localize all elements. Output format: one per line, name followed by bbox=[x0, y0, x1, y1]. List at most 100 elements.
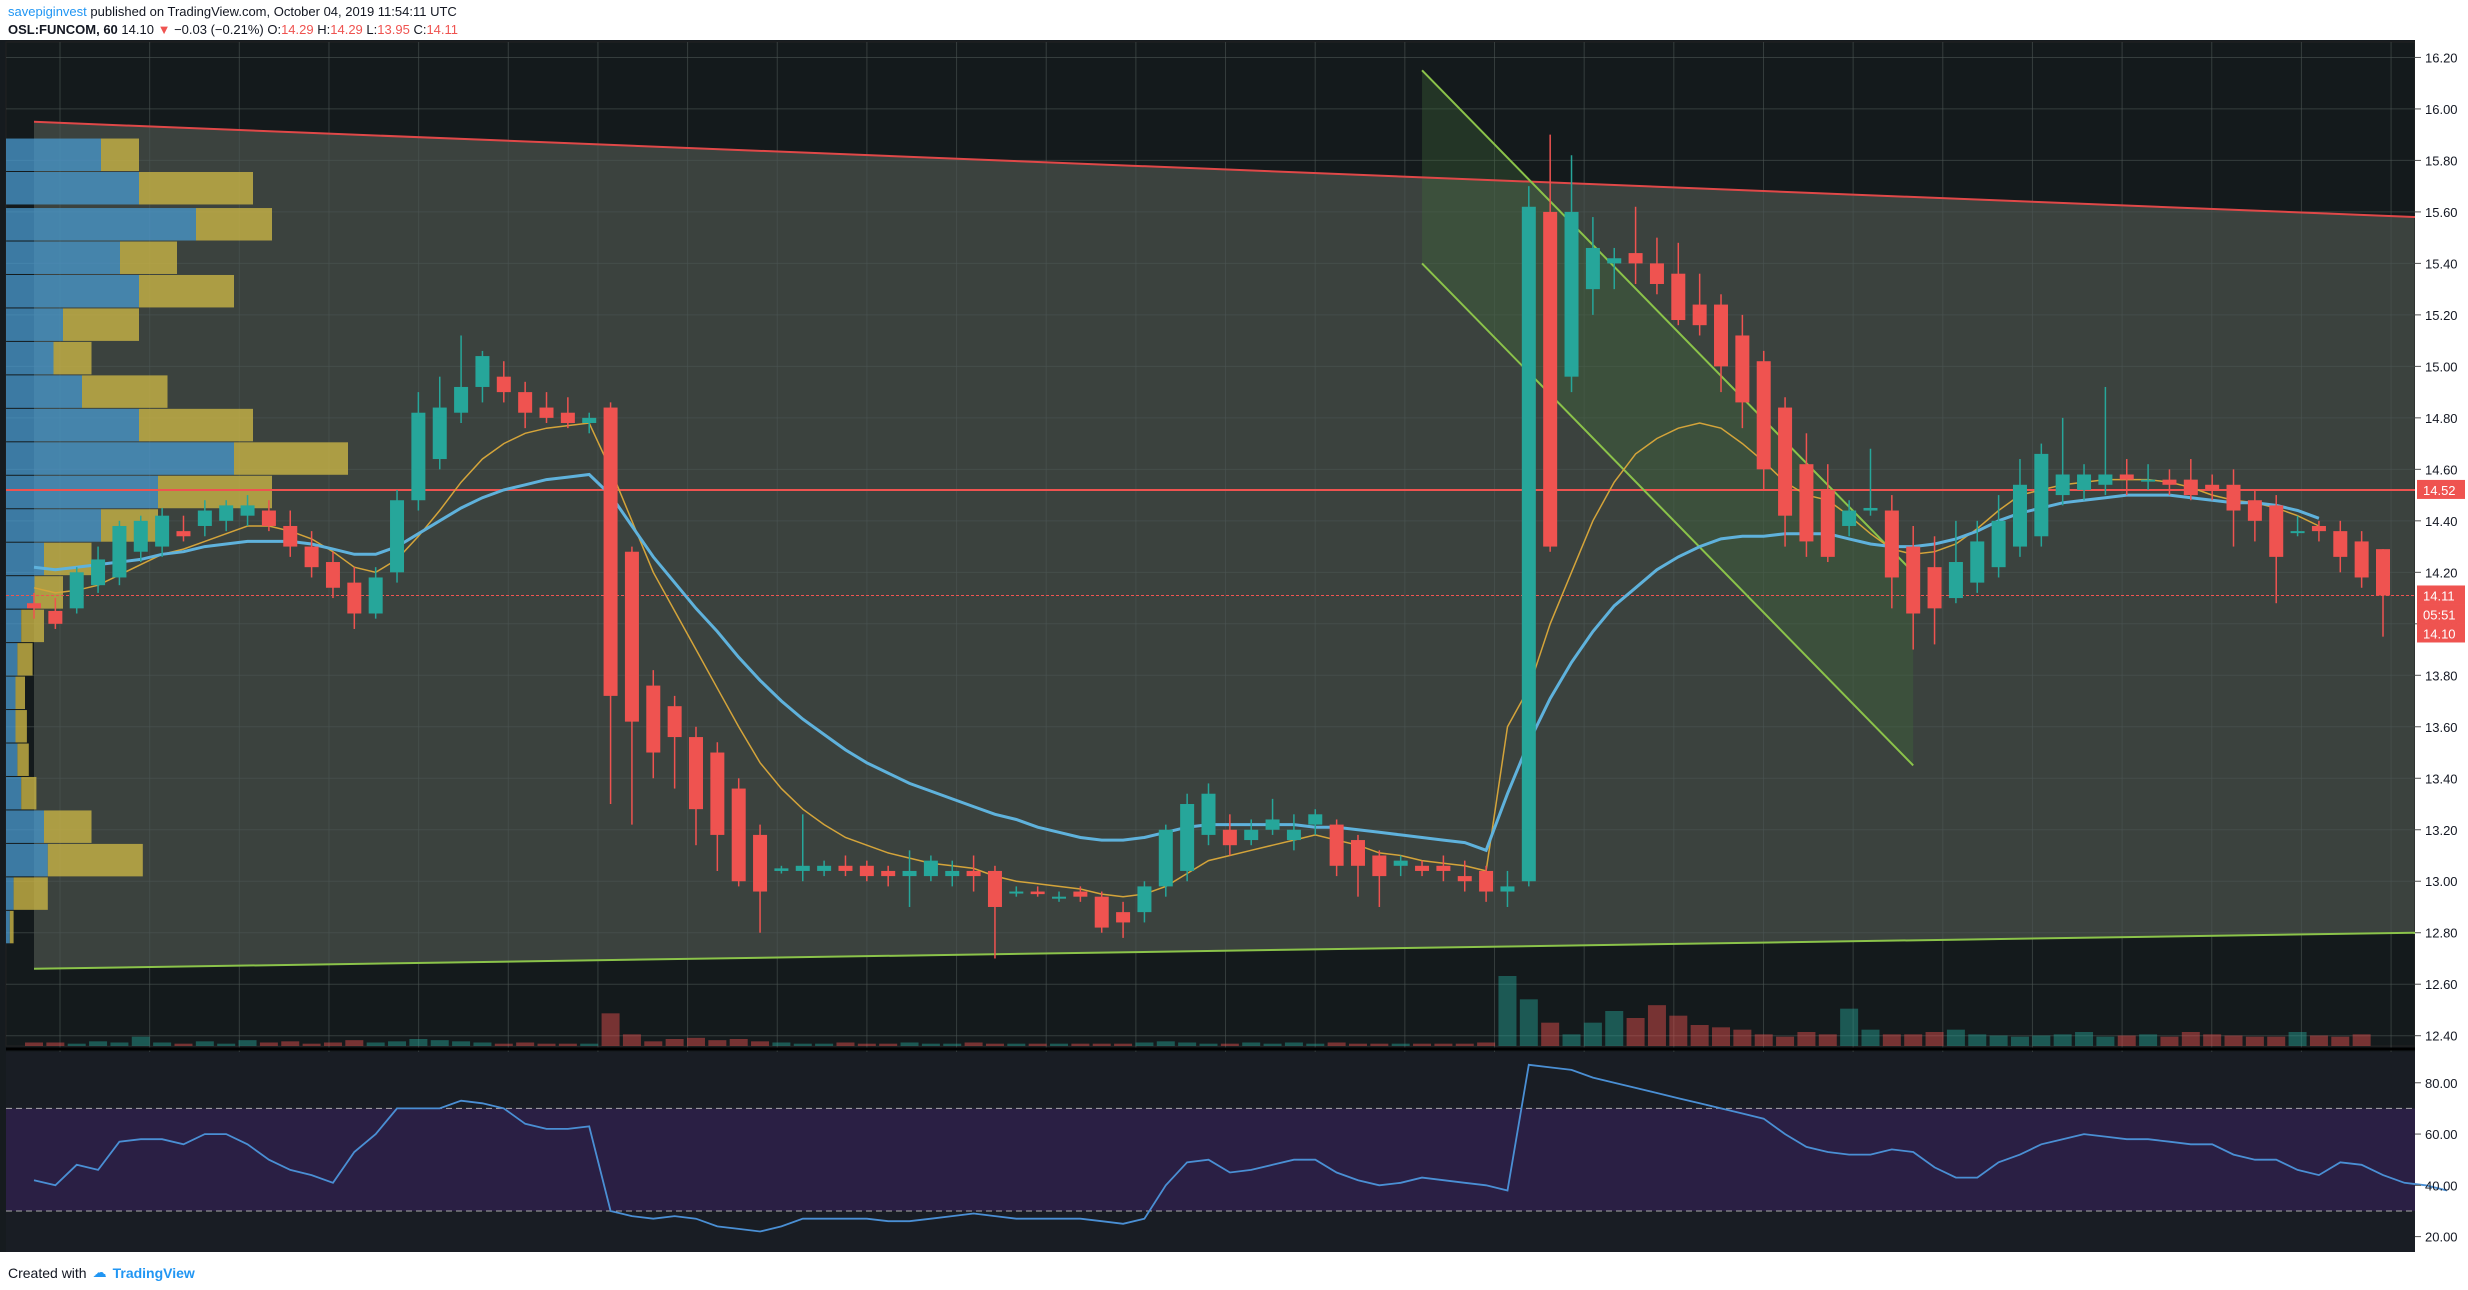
candle-body bbox=[1820, 489, 1835, 557]
time-axis-label: 24 bbox=[770, 1254, 784, 1256]
time-axis-label: 11:00 bbox=[134, 1254, 166, 1256]
candle-body bbox=[688, 737, 703, 810]
candle-body bbox=[1457, 876, 1472, 882]
volume-bar bbox=[1840, 1008, 1859, 1046]
candle-body bbox=[1244, 829, 1259, 841]
volume-profile-bar-yellow bbox=[17, 643, 33, 676]
candle-body bbox=[2290, 531, 2305, 534]
candle-body bbox=[1265, 819, 1280, 830]
price-axis-label: 16.00 bbox=[2425, 102, 2458, 117]
footer: Created with ☁ TradingView bbox=[8, 1264, 195, 1281]
volume-profile-bar-blue bbox=[6, 643, 18, 676]
candle-body bbox=[454, 386, 469, 413]
time-axis-label: 18 bbox=[53, 1254, 67, 1256]
rsi-line bbox=[33, 1063, 2448, 1233]
time-axis-label: 11:00 bbox=[1030, 1254, 1062, 1256]
trendline bbox=[1421, 69, 1914, 574]
volume-profile-bar-blue bbox=[6, 308, 63, 341]
candle-body bbox=[1735, 335, 1750, 403]
volume-bar bbox=[409, 1039, 428, 1046]
candle-body bbox=[774, 868, 789, 871]
price-label-text: 14.52 bbox=[2423, 483, 2456, 498]
rsi-band-fill bbox=[6, 1108, 2415, 1211]
symbol-name[interactable]: OSL:FUNCOM, 60 bbox=[8, 22, 118, 37]
candle-body bbox=[1180, 804, 1195, 871]
volume-bar bbox=[25, 1042, 43, 1046]
price-label-badge bbox=[2417, 585, 2465, 605]
candle-body bbox=[667, 706, 682, 738]
volume-profile-bar-yellow bbox=[120, 241, 177, 274]
time-axis-label: 11:00 bbox=[1927, 1254, 1959, 1256]
volume-bar bbox=[729, 1039, 748, 1046]
volume-profile-bar-yellow bbox=[13, 877, 48, 910]
volume-bar bbox=[473, 1042, 492, 1046]
volume-bar bbox=[388, 1041, 407, 1046]
candle-body bbox=[1116, 912, 1131, 923]
candle-body bbox=[48, 610, 63, 624]
candle-body bbox=[2119, 474, 2134, 480]
tradingview-logo-icon[interactable]: ☁ bbox=[92, 1264, 107, 1280]
candle-body bbox=[1671, 273, 1686, 321]
chart-area[interactable]: 16.20 16.00 15.80 15.60 15.40 15.20 15.00 14.80… bbox=[0, 40, 2468, 1256]
volume-bar bbox=[1306, 1043, 1325, 1046]
volume-profile-bar-yellow bbox=[53, 341, 92, 375]
volume-bar bbox=[46, 1042, 65, 1046]
volume-bar bbox=[345, 1040, 364, 1046]
price-label-text: 05:51 bbox=[2423, 607, 2456, 622]
candle-body bbox=[1415, 865, 1430, 871]
volume-bar bbox=[195, 1041, 214, 1046]
volume-profile-bar-yellow bbox=[9, 910, 14, 944]
low-value: 13.95 bbox=[377, 22, 410, 37]
last-price: 14.10 bbox=[121, 22, 154, 37]
volume-bar bbox=[1519, 999, 1538, 1046]
volume-bar bbox=[1263, 1043, 1282, 1046]
candle-body bbox=[1778, 407, 1793, 516]
time-axis-background bbox=[0, 1252, 2468, 1256]
volume-bar bbox=[1242, 1042, 1261, 1046]
volume-profile-bar-blue bbox=[6, 408, 139, 442]
candle-body bbox=[219, 505, 234, 521]
volume-bar bbox=[1477, 1042, 1496, 1046]
volume-bar bbox=[879, 1043, 898, 1046]
volume-bar bbox=[1690, 1025, 1709, 1046]
volume-bar bbox=[1861, 1029, 1880, 1046]
created-with-text: Created with bbox=[8, 1264, 87, 1281]
time-axis-label: 11:00 bbox=[492, 1254, 524, 1256]
candle-body bbox=[1030, 891, 1045, 895]
volume-bar bbox=[2245, 1036, 2264, 1046]
high-value: 14.29 bbox=[330, 22, 363, 37]
volume-bar bbox=[686, 1037, 705, 1046]
candle-body bbox=[411, 412, 426, 501]
time-axis-label: Oct bbox=[1663, 1254, 1685, 1256]
volume-bar bbox=[2096, 1036, 2115, 1046]
candle-body bbox=[1649, 263, 1664, 284]
volume-profile-bar-yellow bbox=[63, 308, 139, 341]
candle-body bbox=[283, 525, 298, 547]
candle-body bbox=[1350, 840, 1365, 866]
volume-bar bbox=[174, 1043, 193, 1046]
candle-body bbox=[710, 752, 725, 835]
publisher-name[interactable]: savepiginvest bbox=[8, 4, 87, 19]
volume-bar bbox=[857, 1043, 876, 1046]
candle-body bbox=[1842, 510, 1857, 526]
candle-body bbox=[1692, 304, 1707, 326]
volume-bar bbox=[366, 1042, 385, 1046]
volume-profile-bar-yellow bbox=[82, 375, 168, 408]
moving-average-fast bbox=[33, 422, 2320, 898]
volume-bar bbox=[900, 1042, 919, 1046]
candle-body bbox=[1436, 865, 1451, 871]
candle-body bbox=[2077, 474, 2092, 490]
volume-profile-bar-blue bbox=[6, 776, 22, 810]
volume-bar bbox=[89, 1041, 108, 1046]
candle-body bbox=[603, 407, 618, 696]
volume-bar bbox=[1776, 1036, 1795, 1046]
candle-body bbox=[624, 551, 639, 722]
candle-body bbox=[795, 865, 810, 871]
tradingview-brand[interactable]: TradingView bbox=[112, 1264, 195, 1281]
volume-bar bbox=[1327, 1042, 1346, 1046]
candle-body bbox=[582, 417, 597, 424]
volume-profile-bar-yellow bbox=[139, 408, 253, 442]
volume-bar bbox=[1220, 1043, 1239, 1046]
candle-body bbox=[646, 685, 661, 753]
volume-bar bbox=[1605, 1011, 1624, 1046]
